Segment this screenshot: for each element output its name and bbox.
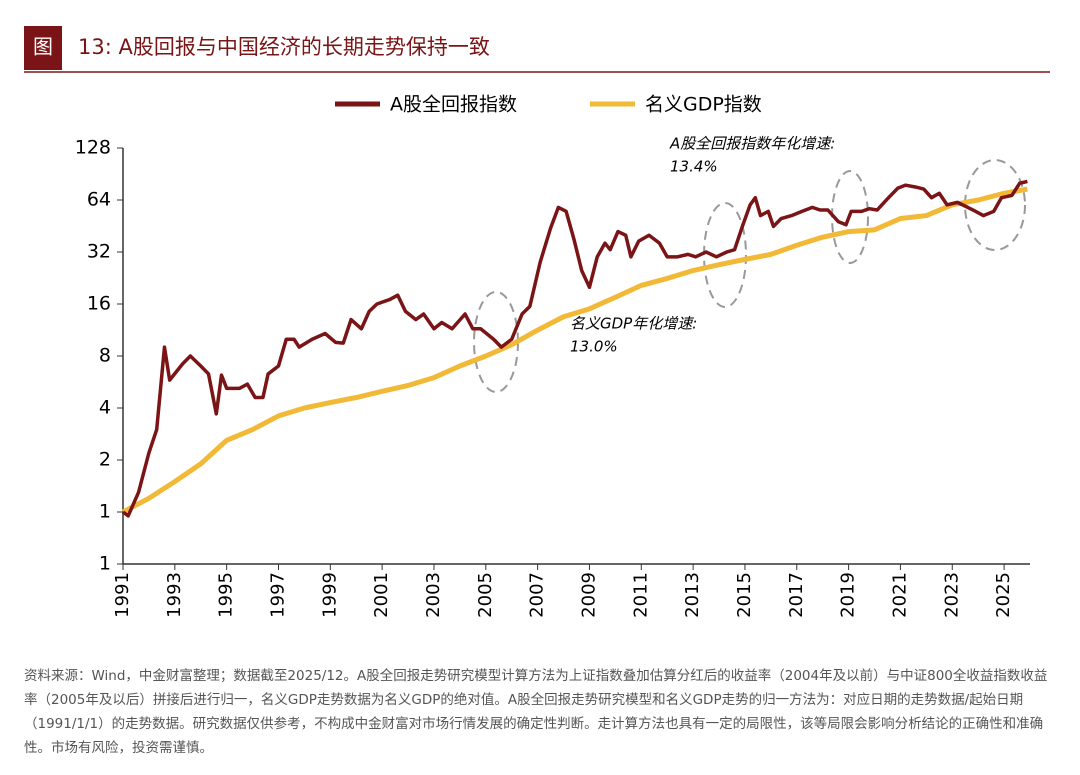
badge: 图: [33, 35, 53, 59]
x-tick-label: 2013: [682, 572, 703, 618]
y-tick-label: 2: [99, 449, 111, 471]
y-tick-label: 4: [99, 397, 111, 419]
y-tick-label: 16: [87, 293, 111, 315]
figure-title: 13: A股回报与中国经济的长期走势保持一致: [78, 35, 490, 59]
x-tick-label: 2003: [423, 572, 444, 618]
x-tick-label: 2011: [630, 572, 651, 618]
x-tick-label: 2017: [786, 572, 807, 618]
footnote: 资料来源：Wind，中金财富整理；数据截至2025/12。A股全回报走势研究模型…: [24, 668, 1048, 756]
x-tick-label: 2001: [371, 572, 392, 618]
y-tick-label: 128: [75, 137, 111, 159]
x-tick-label: 2021: [889, 572, 910, 618]
x-tick-label: 2007: [527, 572, 548, 618]
x-tick-label: 2009: [578, 572, 599, 618]
y-tick-label: 64: [87, 189, 111, 211]
y-tick-label: 1: [99, 501, 111, 523]
data-line: [121, 186, 1028, 515]
legend-label: 名义GDP指数: [645, 94, 762, 116]
x-tick-label: 2015: [734, 572, 755, 618]
annotation: 13.4%: [670, 158, 718, 176]
x-tick-label: 2019: [838, 572, 859, 618]
x-tick-label: 1999: [319, 572, 340, 618]
annotation: 名义GDP年化增速:: [570, 315, 697, 333]
x-tick-label: 1997: [267, 572, 288, 618]
x-tick-label: 1991: [112, 572, 133, 618]
badge-box: [24, 26, 62, 70]
x-tick-label: 2023: [941, 572, 962, 618]
x-tick-label: 2005: [475, 572, 496, 618]
chart: 图 13: A股回报与中国经济的长期走势保持一致 A股全回报指数年化增速: 13…: [24, 26, 1050, 618]
x-tick-label: 2025: [993, 572, 1014, 618]
annotation: 13.0%: [570, 338, 618, 356]
y-tick-label: 8: [99, 345, 111, 367]
data-line: [121, 179, 1028, 518]
annotation: A股全回报指数年化增速:: [669, 135, 835, 153]
y-tick-label: 32: [87, 241, 111, 263]
y-tick-label: 1: [99, 553, 111, 575]
x-tick-label: 1995: [216, 572, 237, 618]
x-tick-label: 1993: [164, 572, 185, 618]
legend-label: A股全回报指数: [390, 94, 517, 116]
